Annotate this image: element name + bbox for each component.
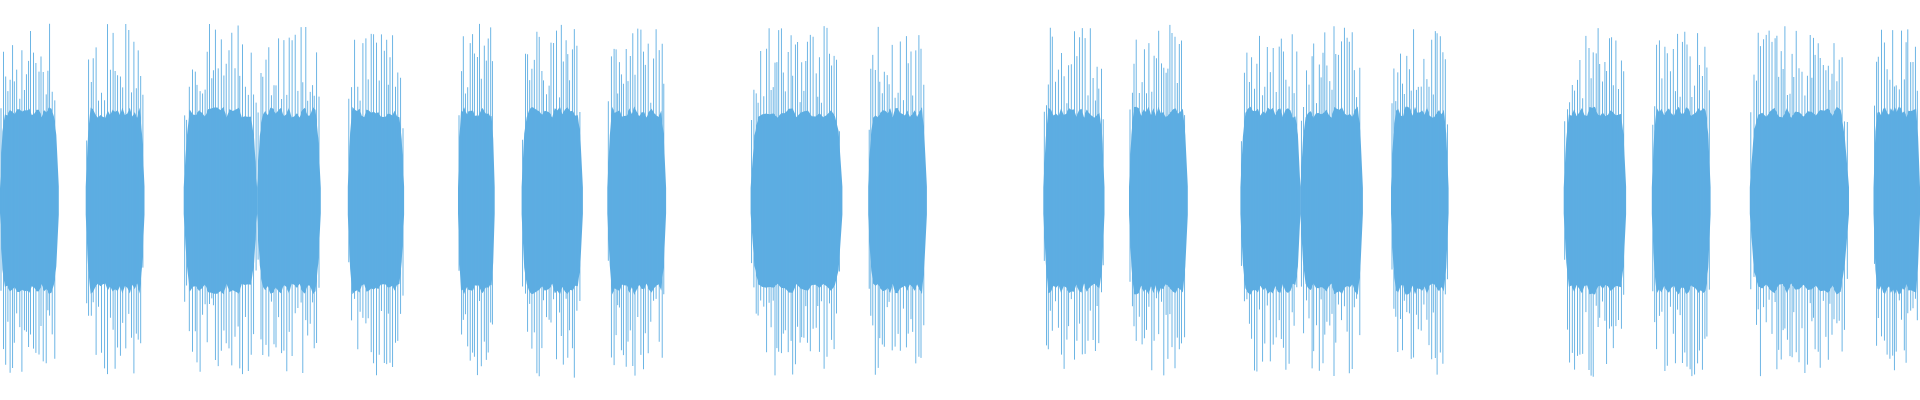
- waveform-core: [521, 106, 583, 295]
- waveform-core: [1651, 106, 1711, 295]
- waveform-core: [1873, 106, 1920, 295]
- waveform-core: [1563, 106, 1627, 295]
- waveform-core: [183, 107, 258, 295]
- waveform-core: [458, 107, 495, 294]
- waveform-core: [1391, 106, 1449, 295]
- waveform-core: [607, 106, 667, 295]
- waveform-core: [868, 107, 927, 294]
- waveform-core: [750, 108, 843, 293]
